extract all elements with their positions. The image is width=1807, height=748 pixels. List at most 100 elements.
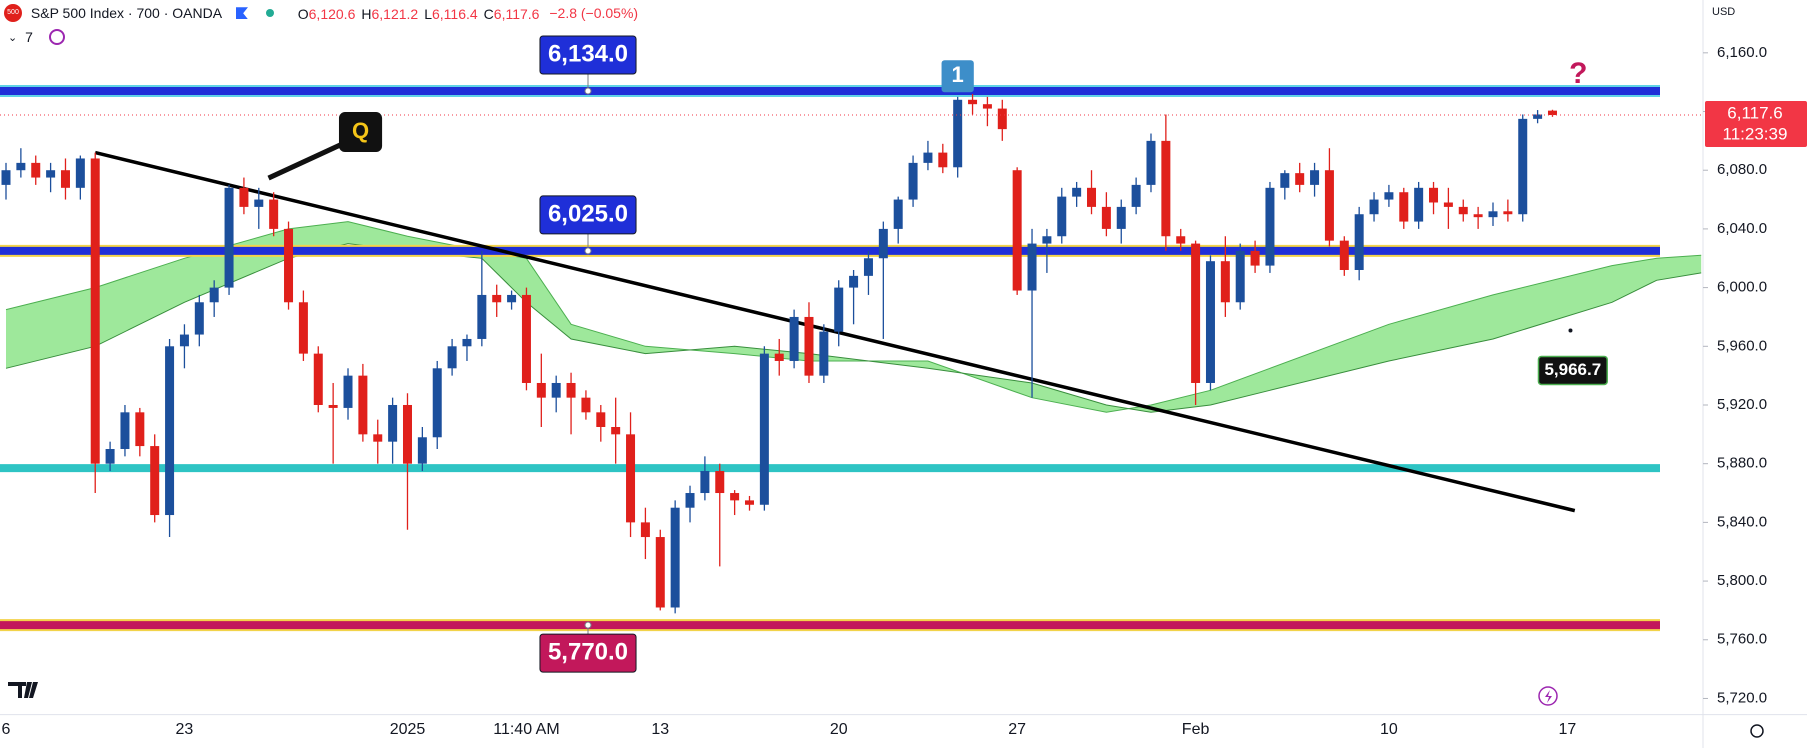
candle-body — [1324, 170, 1334, 241]
flag-icon[interactable] — [235, 7, 248, 20]
candle-body — [492, 294, 502, 303]
candle-body — [1458, 206, 1468, 215]
candle-body — [1265, 187, 1275, 266]
candle-body — [759, 353, 769, 505]
candle-body — [1280, 173, 1290, 188]
candle-body — [878, 228, 888, 259]
candle-body — [923, 152, 933, 163]
candle-body — [358, 375, 368, 435]
y-tick-label: 6,040.0 — [1717, 220, 1767, 237]
candle-body — [1087, 187, 1097, 207]
candle-body — [849, 275, 859, 288]
x-tick-label: 23 — [176, 721, 194, 738]
annotation-box — [338, 112, 383, 153]
candle-body — [1295, 173, 1305, 185]
candle-body — [551, 382, 561, 398]
last-price-tag — [1705, 101, 1807, 148]
candle-body — [863, 258, 873, 276]
level-anchor — [584, 247, 592, 255]
callout-pointer — [267, 139, 348, 181]
candle-body — [1473, 214, 1483, 218]
level-label: 6,025.0 — [548, 200, 628, 227]
plot-background — [0, 0, 1703, 715]
x-tick-label: 10 — [1380, 721, 1398, 738]
candle-body — [343, 375, 353, 408]
change: −2.8 (−0.05%) — [549, 5, 639, 22]
candle-body — [1101, 206, 1111, 229]
level-label-box — [539, 35, 637, 75]
candle-body — [313, 353, 323, 405]
chevron[interactable]: ⌄ — [8, 31, 18, 44]
x-tick-label: 6 — [2, 721, 11, 738]
x-tick-label: 2025 — [390, 721, 426, 738]
marker-label-box — [1537, 355, 1608, 386]
ohlc-value: 6,117.6 — [493, 5, 540, 22]
candle-body — [1429, 187, 1439, 203]
y-tick-label: 6,160.0 — [1717, 44, 1767, 61]
candle-body — [254, 199, 264, 207]
candle-body — [507, 294, 517, 303]
ohlc-value: 6,121.2 — [371, 5, 419, 22]
candle-body — [1, 170, 11, 185]
candle-body — [640, 522, 650, 538]
x-tick-label: Feb — [1182, 721, 1210, 738]
candle-body — [179, 334, 189, 347]
candle-body — [402, 404, 412, 464]
candle-body — [1533, 114, 1543, 119]
candle-body — [982, 104, 992, 109]
ohlc-values: O6,120.6 H6,121.2 L6,116.4 C6,117.6 — [292, 5, 540, 22]
indicator-count[interactable]: 7 — [25, 29, 33, 46]
y-tick-label: 5,720.0 — [1717, 689, 1767, 706]
level-label-box — [539, 195, 637, 235]
candle-body — [1310, 170, 1320, 185]
candle-body — [194, 302, 204, 335]
candle-body — [626, 434, 636, 523]
candle-body — [1027, 243, 1037, 291]
candle-body — [105, 449, 115, 464]
annotation: 1 — [952, 62, 964, 87]
level-label: 5,770.0 — [548, 638, 628, 665]
candle-body — [16, 162, 26, 171]
candle-body — [893, 199, 903, 229]
candle-body — [462, 338, 472, 347]
level-label-box — [539, 633, 637, 673]
candle-body — [1250, 250, 1260, 266]
candle-body — [745, 500, 754, 505]
candle-body — [417, 437, 427, 464]
candle-body — [1399, 192, 1409, 222]
candle-body — [284, 228, 294, 303]
candle-body — [150, 446, 160, 516]
candle-body — [328, 404, 338, 408]
candle-body — [1146, 140, 1156, 185]
y-tick-label: 6,080.0 — [1717, 161, 1767, 178]
y-tick-label: 5,840.0 — [1717, 513, 1767, 530]
candle-body — [1339, 240, 1349, 270]
candle-body — [938, 152, 948, 168]
candle-body — [1205, 261, 1215, 383]
x-tick-label: 11:40 AM — [493, 721, 559, 738]
candle-body — [269, 199, 279, 229]
symbol-logo: 500 — [4, 4, 22, 23]
currency: USD — [1712, 6, 1736, 18]
candle-body — [789, 316, 799, 361]
y-tick-label: 5,960.0 — [1717, 337, 1767, 354]
last-price-label: 6,117.6 — [1727, 104, 1782, 123]
level-label: 6,134.0 — [548, 40, 628, 67]
candle-body — [819, 331, 829, 376]
candle-body — [60, 170, 70, 188]
candle-body — [120, 412, 130, 450]
indicators-row: ⌄ 7 — [8, 28, 65, 46]
marker-label: 5,966.7 — [1544, 360, 1601, 379]
x-tick-label: 27 — [1008, 721, 1026, 738]
candle-body — [566, 382, 576, 398]
refresh-icon[interactable] — [48, 29, 65, 46]
x-tick-label: 13 — [651, 721, 669, 738]
candle-body — [521, 294, 531, 383]
candle-body — [1443, 202, 1453, 207]
candle-body — [388, 404, 398, 442]
candle-body — [611, 426, 621, 435]
candle-body — [1235, 250, 1245, 303]
y-tick-label: 5,880.0 — [1717, 455, 1767, 472]
candle-body — [135, 412, 145, 447]
